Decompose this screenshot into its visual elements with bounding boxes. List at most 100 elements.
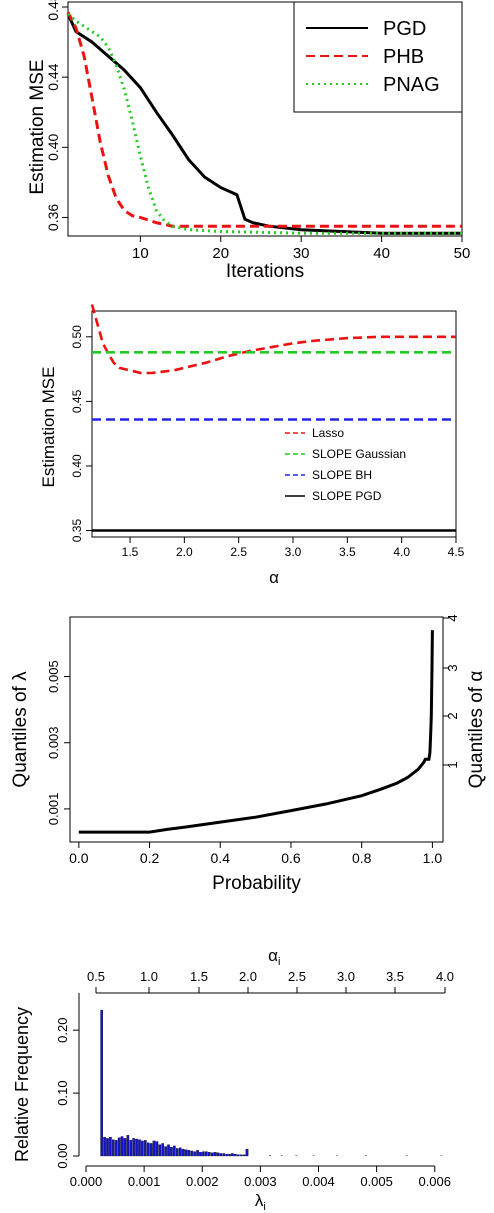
x-tick-label: 0.006 — [418, 1174, 451, 1189]
plot-frame — [67, 1, 463, 237]
histogram-bar — [335, 1155, 338, 1156]
histogram-bar — [181, 1148, 185, 1157]
top-axis-label-main: α — [268, 946, 278, 965]
histogram-bar — [178, 1147, 182, 1157]
histogram-bar — [132, 1138, 135, 1157]
histogram-bar — [143, 1140, 147, 1157]
y-tick-label: 0.20 — [55, 1018, 70, 1043]
histogram-bar — [112, 1139, 115, 1157]
histogram-bar — [170, 1147, 173, 1157]
plot-frame — [91, 310, 457, 538]
series-line-phb — [66, 11, 462, 228]
histogram-bar — [123, 1138, 127, 1157]
top-tick-label: 1.5 — [190, 969, 208, 984]
legend-label: Lasso — [312, 426, 344, 440]
top-tick-label: 2.0 — [239, 969, 257, 984]
histogram-bar — [280, 1155, 283, 1156]
legend-label: PHB — [383, 46, 424, 68]
histogram-bar — [440, 1155, 443, 1156]
histogram-bar — [312, 1155, 315, 1156]
x-axis-label-main: λ — [255, 1191, 264, 1210]
top-axis-label: αi — [268, 946, 280, 968]
histogram-bar — [158, 1144, 162, 1157]
x-tick-label: 3.5 — [339, 545, 356, 559]
y-tick-label: 0.40 — [45, 133, 61, 160]
x-tick-label: 40 — [373, 245, 390, 262]
y-right-tick-label: 1 — [445, 761, 460, 768]
x-axis-label: α — [269, 568, 279, 587]
histogram-bar — [175, 1148, 179, 1157]
legend: PGD PHB PNAG — [293, 1, 463, 113]
x-tick-label: 0.0 — [69, 850, 89, 866]
y-tick-label: 0.50 — [70, 325, 84, 349]
histogram-bar — [365, 1155, 367, 1156]
x-axis-label: λi — [255, 1191, 266, 1213]
histogram-bar — [187, 1150, 191, 1157]
legend-label: PGD — [383, 18, 426, 40]
y-axis-label: Estimation MSE — [27, 59, 48, 194]
legend-label: SLOPE Gaussian — [312, 447, 406, 461]
histogram-bar — [103, 1136, 106, 1157]
x-axis-label: Iterations — [226, 261, 304, 282]
histogram-bar — [222, 1153, 226, 1157]
x-tick-label: 10 — [132, 245, 149, 262]
histogram-bar — [135, 1138, 138, 1157]
histogram-bar — [234, 1153, 237, 1157]
top-tick-label: 1.0 — [140, 969, 158, 984]
x-tick-label: 4.5 — [448, 545, 465, 559]
histogram-bar — [152, 1140, 156, 1157]
chart-1-convergence: 10 20 30 40 50 0.36 0.40 0.44 0.48 Iterations Esti… — [27, 0, 470, 282]
y-axis-label: Relative Frequency — [12, 1007, 32, 1162]
x-tick-label: 20 — [212, 245, 229, 262]
y-tick-label: 0.00 — [55, 1143, 70, 1168]
x-axis-label-sub: i — [263, 1201, 265, 1213]
x-tick-label: 0.8 — [352, 850, 372, 866]
plot-frame — [69, 616, 444, 843]
histogram-bar — [242, 1154, 246, 1157]
y-tick-label: 0.48 — [45, 0, 61, 21]
histogram-bar — [245, 1148, 249, 1157]
histogram-bar — [405, 1155, 408, 1156]
x-tick-label: 0.2 — [140, 850, 160, 866]
histogram-bar — [228, 1153, 231, 1157]
chart-2-mse-vs-alpha: 1.5 2.0 2.5 3.0 3.5 4.0 4.5 0.35 0.40 0.45 0.50 α Es… — [39, 304, 465, 587]
histogram-bar — [219, 1153, 223, 1157]
histogram-bar — [231, 1153, 234, 1157]
x-tick-label: 2.0 — [176, 545, 193, 559]
legend: Lasso SLOPE Gaussian SLOPE BH SLOPE PGD — [285, 426, 406, 503]
chart-3-quantiles: 0.0 0.2 0.4 0.6 0.8 1.0 0.001 0.003 0.005 1 2 3 4 Pro… — [10, 614, 487, 894]
y-tick-label: 0.44 — [45, 63, 61, 90]
histogram-bar — [207, 1152, 211, 1157]
x-tick-label: 3.0 — [285, 545, 302, 559]
series-line — [90, 304, 456, 375]
x-tick-label: 1.0 — [423, 850, 443, 866]
histogram-bar — [141, 1140, 144, 1157]
x-tick-label: 0.002 — [186, 1174, 219, 1189]
histogram-bar — [225, 1153, 228, 1157]
top-tick-label: 0.5 — [87, 969, 105, 984]
x-tick-label: 0.000 — [70, 1174, 103, 1189]
histogram-bar — [117, 1137, 121, 1157]
histogram-bar — [164, 1146, 167, 1157]
x-tick-label: 0.001 — [128, 1174, 161, 1189]
histogram-bar — [106, 1138, 109, 1157]
histogram-bar — [239, 1154, 243, 1157]
y-tick-label: 0.45 — [70, 389, 84, 413]
histogram-bar — [210, 1152, 214, 1157]
y-axis-label: Estimation MSE — [39, 367, 58, 488]
histogram-bar — [295, 1155, 298, 1156]
histogram-bar — [190, 1150, 194, 1157]
y-tick-label: 0.35 — [70, 519, 84, 543]
histogram-bar — [236, 1154, 240, 1157]
histogram-bar — [126, 1135, 130, 1157]
histogram-bar — [193, 1151, 196, 1157]
y-right-tick-label: 4 — [445, 614, 460, 621]
y-tick-label: 0.10 — [55, 1080, 70, 1105]
top-tick-label: 3.0 — [337, 969, 355, 984]
histogram-bar — [269, 1155, 272, 1156]
y-tick-label: 0.36 — [45, 204, 61, 231]
histogram-bar — [173, 1145, 176, 1157]
histogram-bar — [184, 1149, 188, 1157]
histogram-bar — [167, 1144, 170, 1157]
histogram-bar — [149, 1143, 153, 1157]
